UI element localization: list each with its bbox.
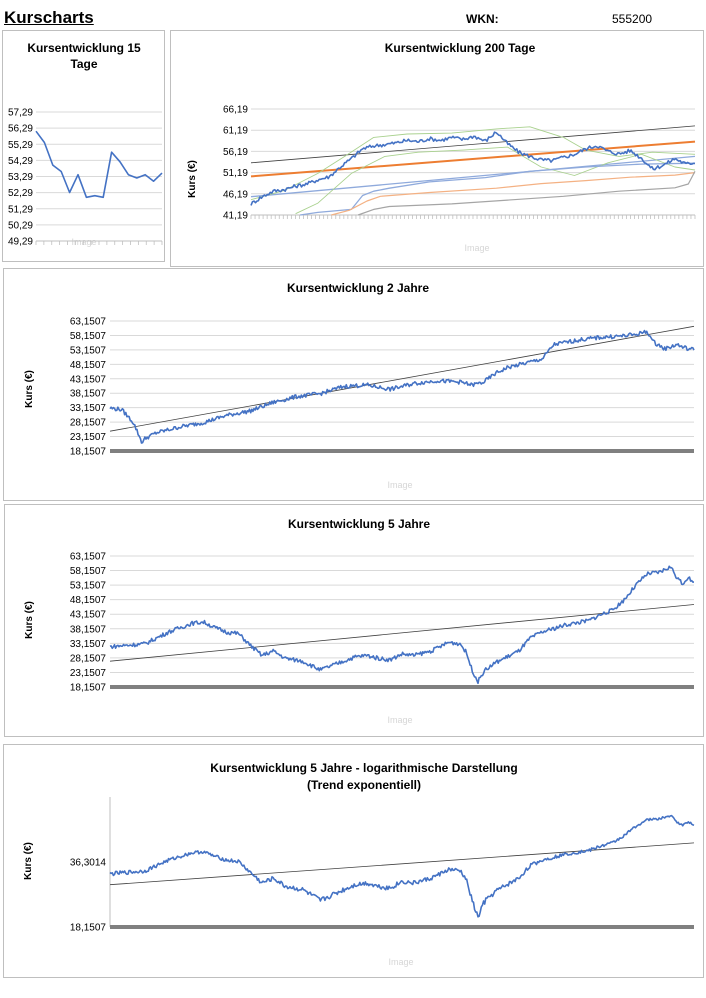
y-tick-label: 38,1507 bbox=[70, 389, 107, 400]
y-tick-label: 53,1507 bbox=[70, 345, 107, 356]
series-trend bbox=[109, 325, 695, 432]
x-axis-ticks bbox=[35, 241, 163, 245]
series-stufe-3 bbox=[357, 171, 696, 216]
y-tick-label: 38,1507 bbox=[70, 624, 107, 635]
x-axis-bar bbox=[110, 449, 694, 453]
x-axis-bar bbox=[110, 925, 694, 929]
chart-title-line1: Kursentwicklung 5 Jahre - logarithmische… bbox=[210, 761, 517, 775]
chart-200-tage: Kursentwicklung 200 Tage Kurs (€) Image … bbox=[170, 30, 704, 267]
watermark: Image bbox=[387, 480, 412, 490]
y-tick-label: 23,1507 bbox=[70, 668, 107, 679]
y-axis-label: Kurs (€) bbox=[24, 370, 35, 408]
y-tick-label: 18,1507 bbox=[70, 683, 107, 694]
x-axis-bar bbox=[110, 685, 694, 689]
y-tick-labels: 63,1507 58,1507 53,1507 48,1507 43,1507 38,15… bbox=[70, 317, 107, 458]
y-tick-label: 58,1507 bbox=[70, 331, 107, 342]
chart-15-tage: Kursentwicklung 15 Tage Image 57,29 56,29… bbox=[2, 30, 165, 262]
y-axis-label: Kurs (€) bbox=[187, 160, 198, 198]
chart-title-line2: Tage bbox=[70, 57, 97, 71]
series-band-unten bbox=[295, 146, 696, 215]
chart-200-tage-svg: Kursentwicklung 200 Tage Kurs (€) Image … bbox=[187, 41, 696, 253]
gridlines bbox=[110, 320, 694, 438]
y-tick-label: 18,1507 bbox=[70, 923, 107, 934]
y-tick-label: 63,1507 bbox=[70, 552, 107, 563]
y-tick-label: 28,1507 bbox=[70, 653, 107, 664]
y-tick-labels: 63,1507 58,1507 53,1507 48,1507 43,1507 38,15… bbox=[70, 552, 107, 694]
y-tick-label: 52,29 bbox=[8, 188, 33, 199]
series-trend bbox=[109, 604, 695, 662]
y-tick-label: 57,29 bbox=[8, 108, 33, 119]
y-tick-label: 36,3014 bbox=[70, 858, 107, 869]
chart-title: Kursentwicklung 2 Jahre bbox=[287, 281, 429, 295]
watermark: Image bbox=[388, 957, 413, 967]
y-tick-label: 55,29 bbox=[8, 140, 33, 151]
y-axis-label: Kurs (€) bbox=[23, 842, 34, 880]
page-title: Kurscharts bbox=[4, 8, 94, 27]
y-tick-label: 33,1507 bbox=[70, 639, 107, 650]
chart-title-line1: Kursentwicklung 15 bbox=[27, 41, 141, 55]
watermark: Image bbox=[387, 715, 412, 725]
chart-2-jahre-svg: Kursentwicklung 2 Jahre Kurs (€) Image 6… bbox=[24, 281, 695, 490]
series-trend-exponentiell bbox=[109, 842, 695, 886]
page-header: Kurscharts WKN: 555200 bbox=[0, 0, 706, 28]
y-tick-label: 54,29 bbox=[8, 156, 33, 167]
y-tick-label: 56,29 bbox=[8, 124, 33, 135]
y-axis-label: Kurs (€) bbox=[24, 601, 35, 639]
watermark: Image bbox=[464, 243, 489, 253]
y-tick-label: 56,19 bbox=[223, 147, 248, 158]
y-tick-label: 48,1507 bbox=[70, 595, 107, 606]
gridlines bbox=[36, 111, 162, 242]
series-trend-unten bbox=[250, 155, 696, 198]
y-tick-label: 61,19 bbox=[223, 126, 248, 137]
y-tick-label: 53,1507 bbox=[70, 581, 107, 592]
chart-5-jahre-svg: Kursentwicklung 5 Jahre Kurs (€) Image 6… bbox=[24, 517, 695, 725]
chart-title-line2: (Trend exponentiell) bbox=[307, 778, 421, 792]
y-tick-labels: 66,19 61,19 56,19 51,19 46,19 41,19 bbox=[223, 105, 248, 222]
chart-5-jahre: Kursentwicklung 5 Jahre Kurs (€) Image 6… bbox=[4, 504, 704, 737]
series-kurs bbox=[109, 565, 694, 685]
x-axis-ticks bbox=[250, 215, 696, 219]
series-kurs bbox=[35, 130, 163, 199]
series-kurs bbox=[250, 131, 696, 206]
chart-title: Kursentwicklung 200 Tage bbox=[385, 41, 536, 55]
chart-title: Kursentwicklung 5 Jahre bbox=[288, 517, 430, 531]
watermark: Image bbox=[71, 237, 96, 247]
series-stufe-1 bbox=[300, 162, 696, 216]
y-tick-label: 51,29 bbox=[8, 204, 33, 215]
series-kurs bbox=[109, 329, 695, 444]
series-stufe-2 bbox=[331, 172, 696, 216]
y-tick-label: 18,1507 bbox=[70, 447, 107, 458]
y-tick-labels: 57,29 56,29 55,29 54,29 53,29 52,29 51,29 50,29… bbox=[8, 108, 33, 248]
series-band-oben bbox=[250, 126, 696, 201]
chart-15-tage-svg: Kursentwicklung 15 Tage Image 57,29 56,29… bbox=[8, 41, 163, 248]
y-tick-label: 43,1507 bbox=[70, 374, 107, 385]
y-tick-label: 33,1507 bbox=[70, 403, 107, 414]
y-tick-label: 41,19 bbox=[223, 211, 248, 222]
y-tick-label: 48,1507 bbox=[70, 360, 107, 371]
y-tick-label: 51,19 bbox=[223, 168, 248, 179]
series-trend bbox=[250, 125, 696, 164]
y-tick-label: 49,29 bbox=[8, 237, 33, 248]
y-tick-label: 58,1507 bbox=[70, 566, 107, 577]
y-tick-label: 46,19 bbox=[223, 189, 248, 200]
y-tick-label: 63,1507 bbox=[70, 317, 107, 328]
wkn-label: WKN: bbox=[466, 12, 499, 26]
y-tick-label: 66,19 bbox=[223, 105, 248, 116]
y-tick-label: 43,1507 bbox=[70, 610, 107, 621]
series-kurs bbox=[109, 814, 695, 918]
series-trend-linear bbox=[250, 140, 696, 178]
chart-2-jahre: Kursentwicklung 2 Jahre Kurs (€) Image 6… bbox=[3, 268, 704, 501]
y-tick-label: 50,29 bbox=[8, 220, 33, 231]
wkn-value: 555200 bbox=[612, 12, 653, 26]
chart-5-jahre-log-svg: Kursentwicklung 5 Jahre - logarithmische… bbox=[23, 761, 695, 967]
y-tick-label: 28,1507 bbox=[70, 418, 107, 429]
chart-5-jahre-log: Kursentwicklung 5 Jahre - logarithmische… bbox=[3, 744, 704, 978]
y-tick-labels: 36,3014 18,1507 bbox=[70, 858, 107, 934]
y-tick-label: 53,29 bbox=[8, 172, 33, 183]
y-tick-label: 23,1507 bbox=[70, 432, 107, 443]
